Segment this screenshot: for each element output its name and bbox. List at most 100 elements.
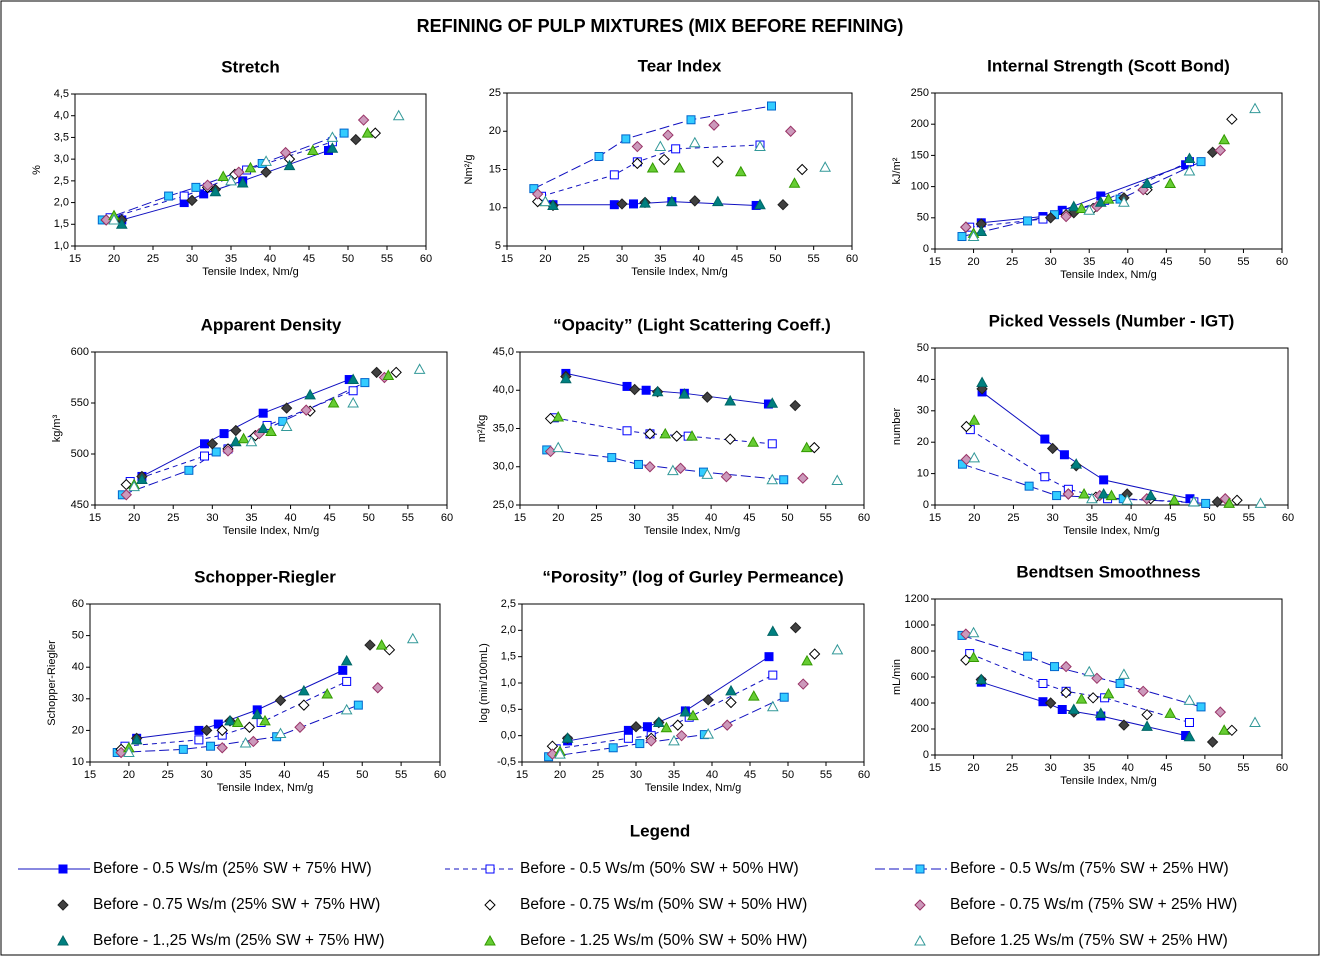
- marker-diamond: [720, 470, 733, 483]
- marker-square: [594, 151, 604, 161]
- y-tick-label: 600: [911, 671, 929, 683]
- marker-diamond: [797, 678, 809, 690]
- marker-diamond: [1231, 494, 1243, 506]
- legend-label: Before - 0.75 Ws/m (75% SW + 25% HW): [950, 896, 1237, 913]
- series-line: [969, 161, 1190, 228]
- x-tick-label: 30: [630, 769, 642, 781]
- marker-square: [633, 459, 643, 469]
- marker-square: [58, 864, 68, 874]
- y-tick-label: 35,0: [493, 422, 514, 434]
- marker-diamond: [201, 179, 214, 191]
- y-tick-label: -0,5: [497, 756, 516, 768]
- x-tick-label: 45: [731, 253, 743, 265]
- marker-triangle: [304, 388, 316, 400]
- x-tick-label: 30: [1045, 256, 1057, 268]
- y-tick-label: 40: [917, 373, 929, 385]
- x-tick-label: 30: [616, 253, 628, 265]
- marker-square: [1040, 472, 1050, 482]
- x-tick-label: 30: [186, 253, 198, 265]
- marker-triangle: [236, 176, 249, 188]
- marker-diamond: [777, 198, 789, 211]
- x-tick-label: 50: [363, 512, 375, 524]
- x-tick-label: 40: [705, 512, 717, 524]
- x-tick-label: 15: [929, 762, 941, 774]
- marker-triangle: [231, 716, 244, 727]
- marker-diamond: [960, 221, 972, 233]
- marker-triangle: [1183, 730, 1196, 742]
- marker-triangle: [1102, 687, 1115, 699]
- chart-title: Picked Vessels (Number - IGT): [989, 311, 1235, 330]
- marker-square: [184, 465, 194, 475]
- marker-triangle: [702, 728, 715, 739]
- marker-square: [1023, 651, 1033, 661]
- marker-diamond: [546, 748, 559, 760]
- marker-triangle: [1118, 196, 1130, 207]
- y-axis-label: Schopper-Riegler: [46, 640, 58, 726]
- series-line: [961, 161, 1202, 238]
- marker-square: [1196, 702, 1206, 712]
- marker-diamond: [1062, 488, 1075, 500]
- marker-square: [360, 378, 370, 388]
- x-tick-label: 15: [501, 253, 513, 265]
- marker-triangle: [257, 422, 270, 433]
- marker-triangle: [552, 441, 565, 453]
- marker-triangle: [1183, 164, 1196, 176]
- marker-diamond: [674, 462, 687, 474]
- x-tick-label: 25: [167, 512, 179, 524]
- marker-square: [608, 743, 618, 753]
- marker-square: [191, 182, 201, 192]
- marker-diamond: [390, 366, 402, 379]
- marker-triangle: [484, 934, 496, 946]
- x-tick-label: 20: [554, 769, 566, 781]
- marker-triangle: [260, 155, 272, 166]
- marker-square: [1201, 498, 1211, 508]
- marker-square: [768, 670, 778, 680]
- marker-square: [957, 232, 967, 242]
- x-axis-label: Tensile Index, Nm/g: [223, 525, 320, 537]
- marker-triangle: [766, 473, 779, 485]
- marker-triangle: [1249, 102, 1261, 114]
- marker-square: [764, 652, 774, 662]
- marker-diamond: [294, 721, 306, 733]
- marker-triangle: [1249, 716, 1261, 727]
- y-tick-label: 400: [911, 697, 929, 709]
- marker-triangle: [1118, 668, 1130, 679]
- x-tick-label: 30: [629, 512, 641, 524]
- marker-triangle: [130, 733, 143, 745]
- marker-triangle: [725, 684, 737, 696]
- marker-square: [915, 864, 925, 874]
- marker-square: [1184, 718, 1194, 727]
- marker-triangle: [406, 632, 419, 644]
- marker-square: [213, 719, 223, 729]
- marker-triangle: [967, 626, 980, 638]
- marker-diamond: [628, 383, 641, 396]
- marker-triangle: [561, 732, 574, 743]
- marker-triangle: [229, 435, 242, 447]
- marker-diamond: [708, 119, 720, 131]
- y-tick-label: 1,5: [54, 218, 69, 230]
- marker-square: [258, 408, 268, 418]
- marker-square: [1023, 216, 1033, 226]
- series-line: [124, 680, 347, 747]
- marker-square: [767, 439, 777, 449]
- marker-diamond: [206, 438, 219, 450]
- marker-triangle: [968, 451, 981, 463]
- marker-diamond: [1046, 442, 1059, 455]
- marker-square: [339, 128, 349, 138]
- y-tick-label: 10: [489, 202, 501, 214]
- marker-diamond: [960, 654, 972, 666]
- marker-square: [779, 475, 789, 485]
- y-tick-label: 20: [489, 125, 501, 137]
- marker-diamond: [357, 114, 370, 126]
- x-tick-label: 55: [820, 769, 832, 781]
- y-tick-label: 600: [71, 346, 89, 358]
- x-tick-label: 40: [706, 769, 718, 781]
- marker-diamond: [350, 133, 362, 146]
- marker-diamond: [671, 430, 683, 442]
- marker-triangle: [766, 700, 779, 712]
- marker-square: [1038, 697, 1048, 707]
- marker-diamond: [279, 146, 292, 159]
- chart-title: Bendtsen Smoothness: [1016, 562, 1200, 581]
- marker-square: [1196, 157, 1206, 167]
- y-tick-label: 30,0: [493, 461, 514, 473]
